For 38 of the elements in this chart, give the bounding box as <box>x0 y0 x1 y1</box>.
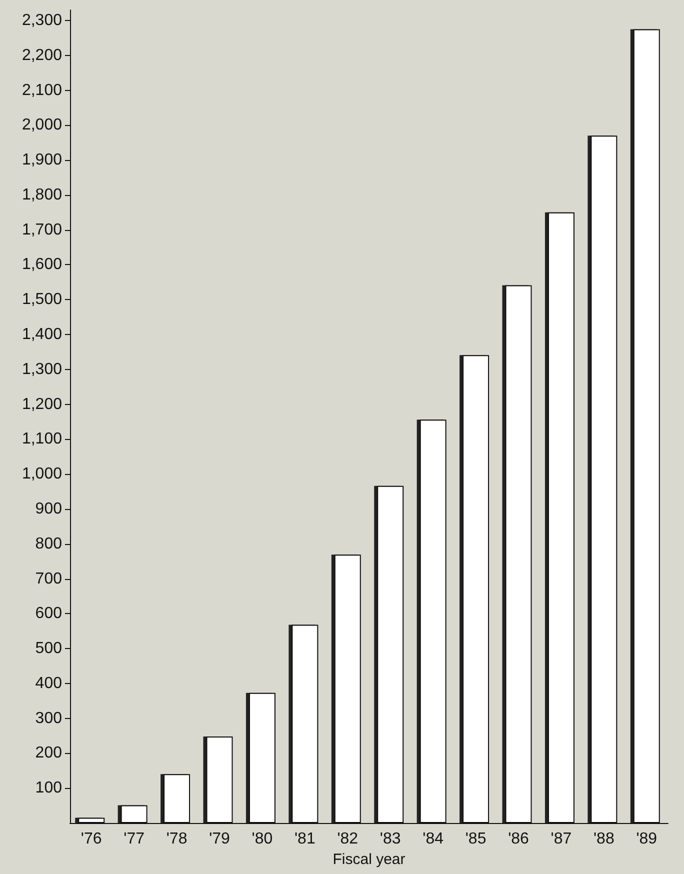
y-tick-label: 1,600 <box>22 256 62 274</box>
y-tick-label: 300 <box>35 710 62 727</box>
y-tick-label: 1,000 <box>22 466 62 483</box>
y-tick-label: 1,400 <box>22 326 62 343</box>
x-tick-label: '85 <box>465 830 486 848</box>
y-tick-label: 900 <box>35 500 62 518</box>
x-tick-label: '82 <box>337 830 358 848</box>
y-tick-label: 2,200 <box>22 46 62 64</box>
x-axis-title: Fiscal year <box>332 850 406 868</box>
x-tick-label: '87 <box>550 830 572 848</box>
y-tick-label: 2,100 <box>22 82 62 99</box>
y-tick-label: 1,500 <box>22 291 62 308</box>
x-tick-label: '84 <box>422 830 444 848</box>
y-tick-label: 200 <box>35 744 62 762</box>
y-tick-label: 2,000 <box>22 116 62 134</box>
x-tick-label: '81 <box>294 830 316 848</box>
y-tick-label: 1,100 <box>22 430 62 448</box>
y-tick-label: 500 <box>35 640 62 658</box>
y-tick-label: 1,800 <box>22 186 62 204</box>
y-tick-label: 1,700 <box>22 221 62 238</box>
x-tick-label: '86 <box>508 830 530 848</box>
x-tick-label: '79 <box>209 830 230 848</box>
x-tick-label: '83 <box>380 830 401 848</box>
x-tick-label: '77 <box>124 830 145 848</box>
y-tick-label: 1,300 <box>22 360 62 378</box>
x-tick-label: '88 <box>594 830 614 848</box>
y-tick-label: 600 <box>35 605 62 622</box>
y-tick-label: 1,200 <box>22 396 62 413</box>
y-tick-label: 2,300 <box>22 12 62 29</box>
x-tick-label: '76 <box>80 830 102 848</box>
y-tick-label: 700 <box>35 570 62 588</box>
y-tick-label: 100 <box>35 780 62 797</box>
x-tick-label: '80 <box>252 830 273 848</box>
y-tick-label: 800 <box>35 535 62 552</box>
x-tick-label: '78 <box>166 830 188 848</box>
x-tick-label: '89 <box>636 830 658 848</box>
y-tick-label: 1,900 <box>22 152 62 169</box>
y-tick-label: 400 <box>35 674 62 692</box>
